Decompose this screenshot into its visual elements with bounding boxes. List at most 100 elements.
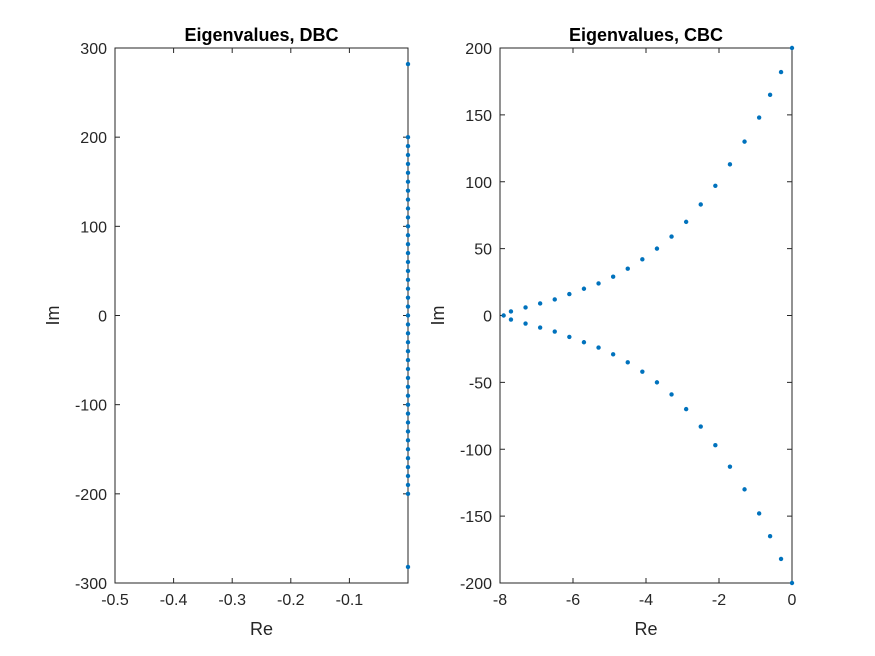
data-point (405, 224, 411, 229)
data-point (610, 352, 616, 357)
data-point (405, 473, 411, 479)
axes-dbc: -0.5 -0.4 -0.3 -0.2 -0.1 -300 -200 -100 0 100 200 3… (43, 25, 411, 639)
x-tick-label: -2 (712, 592, 726, 609)
data-point (405, 447, 411, 452)
data-point (405, 241, 411, 247)
x-tick-label: -0.3 (218, 592, 246, 609)
x-axis-label-cbc: Re (634, 619, 657, 639)
data-point (625, 266, 630, 271)
chart-title-dbc: Eigenvalues, DBC (184, 25, 338, 45)
x-tick-label: -6 (566, 592, 580, 609)
data-point (405, 357, 411, 363)
data-point (405, 134, 411, 140)
x-tick-label: -8 (493, 592, 507, 609)
y-axis-label-dbc: Im (43, 306, 63, 326)
data-point (727, 464, 733, 469)
data-point (405, 61, 411, 67)
data-point (405, 295, 411, 300)
data-point (756, 115, 762, 120)
data-point (405, 438, 411, 443)
data-point (405, 215, 411, 220)
data-point (508, 309, 514, 314)
data-point (581, 286, 587, 291)
data-point (405, 322, 411, 327)
data-point (654, 246, 660, 251)
data-point (405, 170, 411, 176)
data-point (669, 234, 674, 239)
x-tick-label: 0 (788, 592, 797, 609)
y-tick-label: 100 (80, 219, 107, 236)
data-point (405, 259, 411, 265)
x-tick-label: -0.4 (160, 592, 188, 609)
data-point (778, 556, 784, 562)
data-point (405, 464, 411, 470)
data-point (789, 580, 795, 586)
data-point (767, 533, 773, 539)
plot-area-dbc (114, 47, 409, 584)
data-point (523, 321, 528, 326)
data-point (640, 369, 645, 374)
data-point (405, 366, 411, 372)
data-point (742, 487, 747, 492)
y-tick-label: -200 (75, 487, 107, 504)
y-tick-label: 150 (465, 108, 492, 125)
data-point (405, 233, 411, 238)
data-point (405, 304, 411, 309)
data-point (654, 380, 660, 385)
x-tick-label: -4 (639, 592, 653, 609)
data-point (405, 268, 411, 274)
x-tick-label: -0.5 (101, 592, 129, 609)
data-point (405, 402, 411, 407)
data-point (405, 384, 411, 390)
y-tick-label: -100 (460, 442, 492, 459)
data-point (405, 277, 411, 283)
data-point (713, 183, 718, 188)
data-point (405, 331, 411, 336)
data-point (405, 179, 411, 184)
data-point (405, 420, 411, 425)
y-tick-label: 100 (465, 175, 492, 192)
data-point (405, 491, 411, 497)
data-point (537, 301, 543, 306)
y-tick-label: 0 (483, 309, 492, 326)
data-point (405, 375, 411, 381)
data-point (405, 250, 411, 256)
y-tick-label: -200 (460, 576, 492, 593)
axes-cbc: -8 -6 -4 -2 0 -200 -150 -100 -50 0 50 100 150 200 Eige… (428, 25, 797, 639)
y-tick-label: 300 (80, 41, 107, 58)
data-point (581, 340, 587, 345)
data-point (405, 348, 411, 354)
data-point (567, 334, 572, 340)
data-point (756, 511, 762, 516)
data-point (508, 317, 514, 322)
y-tick-label: 200 (80, 130, 107, 147)
data-point (501, 313, 506, 318)
data-point (552, 329, 557, 334)
data-point (713, 443, 718, 448)
data-point (405, 429, 411, 434)
data-point (405, 161, 411, 167)
data-point (405, 482, 411, 488)
data-point (405, 340, 411, 345)
data-point (683, 406, 689, 412)
data-point (698, 202, 703, 207)
data-point (405, 564, 411, 570)
data-point (405, 143, 411, 149)
y-tick-label: -300 (75, 576, 107, 593)
data-point (552, 297, 557, 302)
x-axis-label-dbc: Re (250, 619, 273, 639)
plot-area-cbc (499, 47, 793, 584)
data-point (405, 188, 411, 193)
data-point (567, 291, 572, 297)
data-point (596, 345, 601, 350)
y-tick-label: -150 (460, 509, 492, 526)
data-point (405, 411, 411, 416)
data-point (405, 455, 411, 461)
data-point (405, 206, 411, 211)
data-point (523, 305, 528, 310)
data-point (640, 257, 645, 262)
data-point (405, 286, 411, 291)
data-point (405, 393, 411, 398)
data-point (405, 313, 411, 318)
